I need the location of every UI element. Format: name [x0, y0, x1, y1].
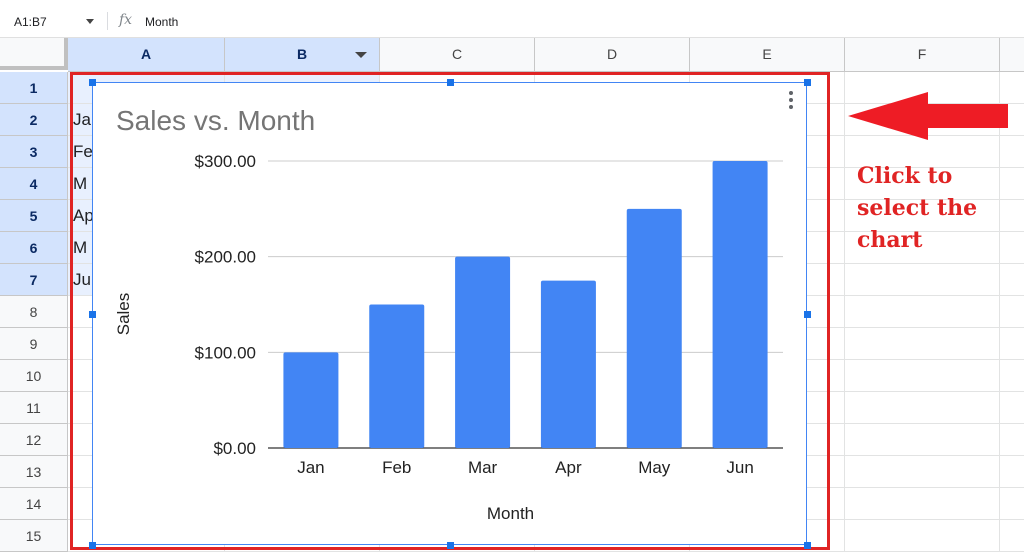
row-header-10[interactable]: 10	[0, 360, 68, 392]
resize-handle[interactable]	[804, 310, 811, 318]
cell[interactable]	[845, 264, 1000, 296]
cell[interactable]	[1000, 168, 1024, 200]
x-tick-label: May	[638, 458, 671, 477]
bar-mar	[455, 256, 511, 448]
x-tick-label: Apr	[555, 458, 582, 477]
row-header-2[interactable]: 2	[0, 104, 68, 136]
resize-handle[interactable]	[89, 79, 96, 86]
cell[interactable]	[1000, 392, 1024, 424]
resize-handle[interactable]	[446, 79, 454, 86]
cell[interactable]	[845, 488, 1000, 520]
bar-apr	[540, 280, 596, 448]
cell[interactable]	[845, 232, 1000, 264]
cell[interactable]	[1000, 360, 1024, 392]
column-header-label: F	[917, 46, 927, 62]
cell[interactable]	[845, 360, 1000, 392]
cell[interactable]	[845, 136, 1000, 168]
cell[interactable]	[690, 520, 845, 552]
cell[interactable]	[1000, 520, 1024, 552]
column-header-e[interactable]: E	[690, 38, 845, 72]
cell[interactable]	[1000, 488, 1024, 520]
row-header-3[interactable]: 3	[0, 136, 68, 168]
resize-handle[interactable]	[804, 542, 811, 549]
cell[interactable]	[845, 200, 1000, 232]
cell[interactable]	[845, 520, 1000, 552]
x-tick-label: Jun	[726, 458, 753, 477]
select-all-corner[interactable]	[0, 38, 68, 70]
resize-handle[interactable]	[89, 310, 96, 318]
column-header-b[interactable]: B	[225, 38, 380, 72]
bar-may	[626, 208, 682, 448]
y-tick-label: $100.00	[195, 343, 256, 362]
x-tick-label: Mar	[468, 458, 498, 477]
x-tick-label: Jan	[297, 458, 324, 477]
row-header-4[interactable]: 4	[0, 168, 68, 200]
x-axis-label: Month	[487, 504, 534, 523]
cell[interactable]	[1000, 72, 1024, 104]
cell[interactable]	[845, 296, 1000, 328]
cell[interactable]	[845, 168, 1000, 200]
y-axis-label: Sales	[114, 293, 133, 336]
fx-icon: fx	[119, 12, 133, 28]
column-header-d[interactable]: D	[535, 38, 690, 72]
cell[interactable]	[845, 328, 1000, 360]
formula-bar-divider	[107, 12, 108, 30]
cell[interactable]	[1000, 296, 1024, 328]
column-header-next[interactable]	[1000, 38, 1024, 72]
chart-menu-icon[interactable]	[785, 91, 797, 109]
column-header-label: A	[140, 46, 152, 62]
cell[interactable]	[1000, 136, 1024, 168]
name-box[interactable]: A1:B7	[14, 15, 47, 29]
column-header-c[interactable]: C	[380, 38, 535, 72]
row-header-11[interactable]: 11	[0, 392, 68, 424]
chart-title: Sales vs. Month	[116, 105, 315, 136]
bar-jun	[712, 161, 768, 448]
column-header-label: E	[762, 46, 772, 62]
row-header-13[interactable]: 13	[0, 456, 68, 488]
bar-chart: Sales vs. Month $0.00 $100.00 $200.00 $300.0…	[114, 105, 783, 523]
bar-jan	[283, 352, 339, 448]
column-header-a[interactable]: A	[68, 38, 225, 72]
column-header-label: C	[451, 46, 463, 62]
column-header-f[interactable]: F	[845, 38, 1000, 72]
y-tick-label: $200.00	[195, 248, 256, 267]
column-menu-icon[interactable]	[355, 52, 367, 58]
cell[interactable]	[1000, 200, 1024, 232]
y-tick-label: $300.00	[195, 152, 256, 171]
row-header-8[interactable]: 8	[0, 296, 68, 328]
cell[interactable]	[845, 424, 1000, 456]
resize-handle[interactable]	[89, 542, 96, 549]
cell[interactable]	[1000, 104, 1024, 136]
arrow-left-icon	[848, 92, 1008, 140]
row-header-12[interactable]: 12	[0, 424, 68, 456]
formula-bar: A1:B7 fx Month	[0, 0, 1024, 38]
row-header-1[interactable]: 1	[0, 72, 68, 104]
cell[interactable]	[1000, 264, 1024, 296]
column-header-label: B	[296, 46, 308, 62]
name-box-dropdown-icon[interactable]	[86, 19, 94, 24]
cell[interactable]	[1000, 328, 1024, 360]
cell[interactable]	[1000, 424, 1024, 456]
y-tick-label: $0.00	[213, 439, 256, 458]
annotation-text: Click to select the chart	[857, 163, 978, 253]
row-header-9[interactable]: 9	[0, 328, 68, 360]
bar-feb	[369, 304, 425, 448]
chart-object[interactable]: Sales vs. Month $0.00 $100.00 $200.00 $300.0…	[89, 79, 811, 549]
row-header-7[interactable]: 7	[0, 264, 68, 296]
row-header-5[interactable]: 5	[0, 200, 68, 232]
column-header-label: D	[606, 46, 618, 62]
row-header-6[interactable]: 6	[0, 232, 68, 264]
resize-handle[interactable]	[804, 79, 811, 86]
cell[interactable]	[1000, 456, 1024, 488]
formula-input[interactable]: Month	[145, 15, 179, 29]
x-tick-label: Feb	[382, 458, 411, 477]
cell[interactable]	[845, 456, 1000, 488]
cell[interactable]	[1000, 232, 1024, 264]
resize-handle[interactable]	[446, 542, 454, 549]
row-header-14[interactable]: 14	[0, 488, 68, 520]
cell[interactable]	[845, 392, 1000, 424]
row-header-15[interactable]: 15	[0, 520, 68, 552]
